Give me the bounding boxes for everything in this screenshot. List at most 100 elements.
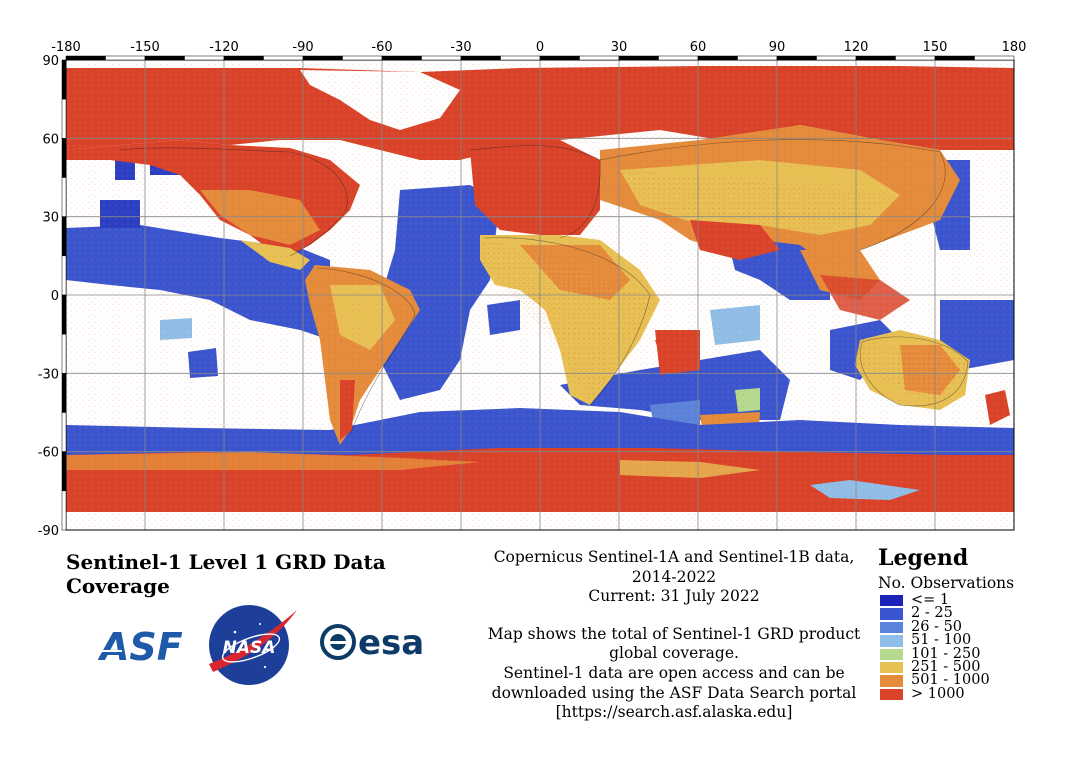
legend-item: 251 - 500 [880, 659, 1078, 674]
scale-segment [460, 55, 501, 61]
scale-segment [618, 55, 659, 61]
description-line: Copernicus Sentinel-1A and Sentinel-1B d… [493, 548, 855, 566]
map-title: Sentinel-1 Level 1 GRD Data Coverage [66, 550, 386, 598]
legend-item: <= 1 [880, 592, 1078, 608]
description-line: Current: 31 July 2022 [588, 587, 760, 606]
scale-segment [895, 55, 936, 61]
description-block: Copernicus Sentinel-1A and Sentinel-1B d… [484, 548, 864, 723]
scale-segment [263, 55, 304, 61]
y-tick-label: -60 [38, 446, 59, 461]
scale-segment [737, 55, 778, 61]
scale-segment [579, 55, 620, 61]
legend-swatch [880, 635, 903, 647]
scale-segment [61, 451, 67, 492]
asf-logo: ASF [98, 625, 183, 666]
x-tick-label: -30 [450, 40, 471, 55]
legend-swatch [880, 608, 903, 620]
scale-segment [223, 55, 264, 61]
legend-swatch [880, 661, 903, 674]
left-scale-bar [61, 59, 67, 531]
scale-segment [65, 55, 106, 61]
x-tick-label: 90 [769, 40, 786, 55]
x-tick-label: 180 [1002, 40, 1027, 55]
nasa-logo-text: NASA [223, 638, 276, 658]
legend-label: 51 - 100 [911, 632, 972, 649]
x-tick-label: 30 [611, 40, 628, 55]
x-tick-label: -60 [371, 40, 392, 55]
x-tick-label: -180 [51, 40, 81, 55]
asf-logo-text: ASF [98, 625, 183, 666]
scale-segment [381, 55, 422, 61]
legend-label: <= 1 [911, 592, 950, 608]
y-tick-label: 30 [42, 211, 59, 226]
legend-subtitle: No. Observations [878, 574, 1015, 592]
description-line: global coverage. [609, 644, 739, 663]
legend-item: > 1000 [880, 685, 1078, 702]
x-tick-label: -90 [292, 40, 313, 55]
scale-segment [61, 412, 67, 452]
y-tick-labels: 90 60 30 0 -30 -60 -90 [38, 54, 59, 539]
scale-segment [61, 98, 67, 139]
x-tick-label: -120 [209, 40, 239, 55]
y-tick-label: 90 [42, 54, 59, 69]
x-tick-labels: -180 -150 -120 -90 -60 -30 0 30 60 90 120 150 180 [51, 40, 1026, 55]
scale-segment [61, 373, 67, 413]
description-line: Map shows the total of Sentinel-1 GRD pr… [487, 624, 861, 643]
legend-label: 101 - 250 [911, 645, 981, 662]
legend-label: 501 - 1000 [911, 672, 990, 689]
scale-segment [61, 490, 67, 531]
legend-item: 501 - 1000 [880, 672, 1078, 689]
coverage-map: -180 -150 -120 -90 -60 -30 0 30 60 90 120 150 180 90… [38, 40, 1027, 539]
scale-segment [539, 55, 580, 61]
legend-label: 26 - 50 [911, 618, 963, 635]
x-tick-label: 0 [536, 40, 544, 55]
legend-title: Legend [878, 545, 969, 571]
scale-segment [105, 55, 146, 61]
scale-segment [776, 55, 817, 61]
top-scale-bar [65, 55, 1015, 61]
description-link: [https://search.asf.alaska.edu] [555, 703, 793, 722]
y-tick-label: 60 [42, 132, 59, 147]
legend-label: 2 - 25 [911, 605, 953, 622]
legend-label: > 1000 [911, 685, 965, 702]
x-tick-label: 60 [690, 40, 707, 55]
scale-segment [816, 55, 857, 61]
legend-swatch [880, 595, 903, 607]
scale-segment [61, 255, 67, 296]
scale-segment [61, 216, 67, 257]
x-tick-label: -150 [130, 40, 160, 55]
scale-segment [61, 333, 67, 374]
legend-swatch [880, 688, 903, 701]
grid-lines [66, 60, 1014, 530]
map-svg: -180 -150 -120 -90 -60 -30 0 30 60 90 120 150 180 90… [38, 40, 1027, 539]
legend-swatch [880, 675, 903, 687]
scale-segment [421, 55, 462, 61]
x-tick-label: 150 [923, 40, 948, 55]
legend-item: 51 - 100 [880, 632, 1078, 649]
esa-logo-text: esa [358, 623, 424, 663]
scale-segment [934, 55, 975, 61]
legend-item: 26 - 50 [880, 618, 1078, 635]
y-tick-label: -30 [38, 367, 59, 382]
scale-segment [658, 55, 699, 61]
description-line: downloaded using the ASF Data Search por… [491, 683, 857, 702]
scale-segment [61, 138, 67, 178]
scale-segment [61, 177, 67, 217]
scale-segment [184, 55, 225, 61]
description-line: 2014-2022 [631, 567, 717, 586]
scale-segment [144, 55, 185, 61]
scale-segment [302, 55, 343, 61]
scale-segment [61, 59, 67, 100]
y-tick-label: -90 [38, 524, 59, 539]
scale-segment [855, 55, 896, 61]
x-tick-label: 120 [844, 40, 869, 55]
scale-segment [61, 294, 67, 335]
description-line: Sentinel-1 data are open access and can … [503, 663, 845, 682]
legend-swatch [880, 648, 903, 660]
y-tick-label: 0 [51, 289, 59, 304]
scale-segment [500, 55, 541, 61]
nasa-logo: NASA [209, 605, 297, 685]
scale-segment [974, 55, 1015, 61]
